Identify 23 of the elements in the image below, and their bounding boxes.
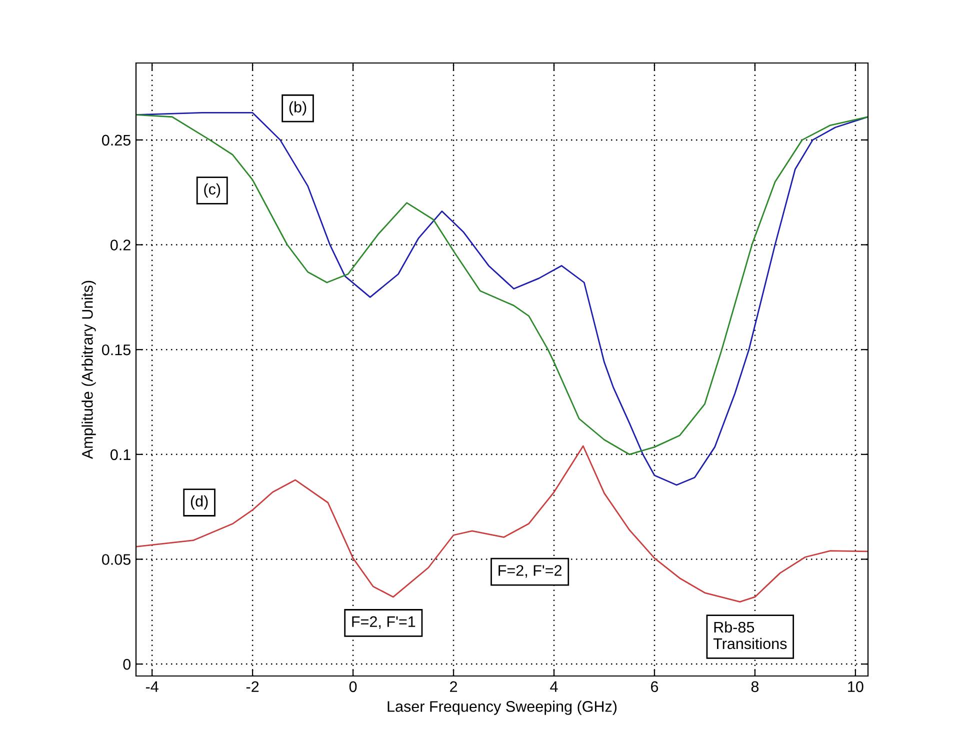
annotation: (b)	[289, 101, 306, 116]
y-tick-label: 0.25	[102, 134, 130, 146]
x-tick-label: -4	[146, 681, 158, 692]
x-tick-label: 8	[751, 681, 759, 692]
annotation: F=2, F'=2	[498, 565, 562, 578]
x-tick-label: 0	[349, 681, 357, 692]
y-tick-label: 0.05	[102, 554, 130, 565]
x-tick-label: 10	[848, 681, 864, 692]
y-tick-label: 0	[123, 658, 131, 670]
x-axis-title: Laser Frequency Sweeping (GHz)	[388, 700, 617, 715]
line-series	[136, 445, 868, 602]
y-tick-label: 0.2	[110, 240, 130, 250]
annotation: F=2, F'=1	[352, 616, 416, 629]
x-tick-label: 2	[450, 681, 457, 692]
x-tick-label: -2	[246, 681, 259, 692]
x-tick-label: 6	[651, 681, 658, 692]
y-tick-label: 0.15	[102, 344, 130, 356]
x-tick-label: 4	[550, 681, 558, 692]
annotation: Rb-85 Transitions	[713, 621, 787, 650]
annotation: (d)	[190, 495, 208, 510]
y-tick-label: 0.1	[110, 449, 130, 460]
annotation: (c)	[204, 183, 220, 198]
y-axis-title: Amplitude (Arbitrary Units)	[82, 280, 96, 460]
